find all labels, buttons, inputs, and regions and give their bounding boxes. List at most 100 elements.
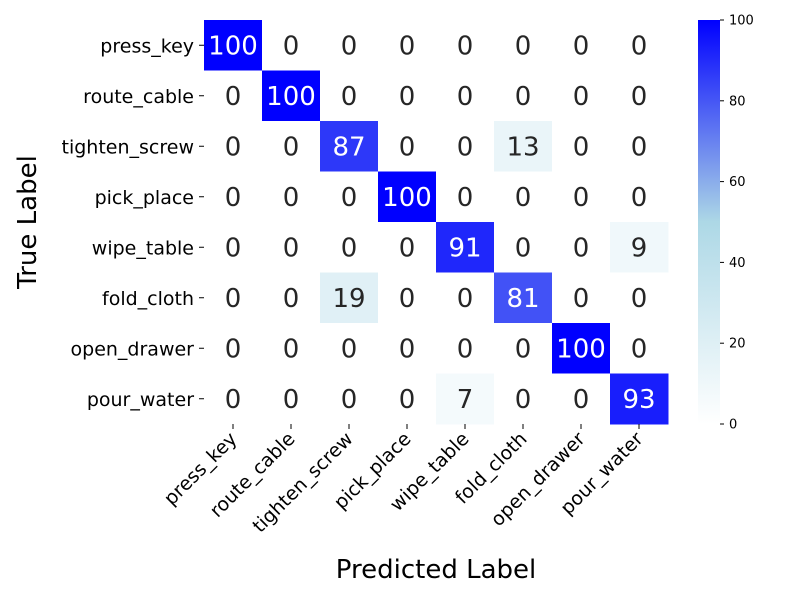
cell-value-label: 0	[225, 284, 242, 314]
cell-value-label: 0	[457, 334, 474, 364]
cell-value-label: 0	[631, 132, 648, 162]
cell-value-label: 0	[283, 385, 300, 415]
cell-value-label: 0	[341, 82, 358, 112]
cell-value-label: 0	[341, 183, 358, 213]
heatmap-cell	[494, 121, 553, 172]
heatmap-cell	[552, 373, 611, 425]
heatmap-cell	[552, 222, 611, 273]
y-tick-label: pick_place	[95, 187, 194, 209]
cell-value-label: 0	[399, 31, 416, 61]
cell-value-label: 0	[283, 233, 300, 263]
heatmap-cell	[436, 373, 495, 425]
heatmap-cell	[610, 323, 669, 374]
heatmap-cell	[552, 323, 611, 374]
heatmap-cell	[262, 171, 321, 223]
colorbar-tick-label: 0	[729, 418, 737, 433]
cell-value-label: 0	[225, 233, 242, 263]
heatmap-cell	[436, 70, 495, 122]
cell-value-label: 0	[573, 31, 590, 61]
cell-value-label: 0	[457, 132, 474, 162]
heatmap-cell	[494, 171, 553, 223]
cell-value-label: 0	[515, 334, 532, 364]
heatmap-cell	[552, 272, 611, 324]
cell-value-label: 0	[631, 284, 648, 314]
colorbar-tick-label: 20	[729, 337, 746, 352]
heatmap-cell	[552, 20, 611, 71]
cell-value-label: 0	[573, 183, 590, 213]
cell-value-label: 0	[457, 284, 474, 314]
cell-value-label: 0	[573, 284, 590, 314]
colorbar-tick-label: 100	[729, 14, 754, 29]
heatmap-cell	[320, 121, 379, 172]
cell-value-label: 0	[399, 82, 416, 112]
heatmap-cell	[610, 70, 669, 122]
cell-value-label: 0	[283, 284, 300, 314]
cell-value-label: 0	[515, 385, 532, 415]
heatmap-cell	[378, 373, 437, 425]
heatmap-cell	[494, 20, 553, 71]
colorbar-tick-label: 80	[729, 94, 746, 109]
heatmap-cell	[204, 20, 263, 71]
heatmap-cell	[610, 373, 669, 425]
cell-value-label: 0	[341, 334, 358, 364]
cell-value-label: 0	[399, 284, 416, 314]
heatmap-cell	[494, 70, 553, 122]
heatmap-cell	[262, 272, 321, 324]
heatmap-cell	[320, 171, 379, 223]
heatmap-cell	[204, 373, 263, 425]
cell-value-label: 0	[573, 385, 590, 415]
colorbar-tick-label: 40	[729, 256, 746, 271]
cell-value-label: 13	[506, 132, 539, 162]
heatmap-cell	[436, 121, 495, 172]
cell-value-label: 0	[225, 334, 242, 364]
cell-value-label: 91	[448, 233, 481, 263]
cell-value-label: 100	[266, 82, 316, 112]
heatmap-cell	[320, 222, 379, 273]
cell-value-label: 0	[515, 183, 532, 213]
cell-value-label: 0	[515, 31, 532, 61]
cell-value-label: 0	[341, 31, 358, 61]
cell-value-label: 0	[399, 132, 416, 162]
cell-value-label: 0	[573, 82, 590, 112]
heatmap-cell	[262, 121, 321, 172]
heatmap-cell	[436, 20, 495, 71]
cell-value-labels: 100 0 0 0 0 0 0 0 0 100 0 0 0 0 0 0 0 0 87 0 0 13 0 0 0 0 0 100 0 0 0 0…	[208, 31, 655, 415]
y-axis-label: True Label	[13, 155, 43, 290]
heatmap-cell	[262, 20, 321, 71]
cell-value-label: 0	[457, 82, 474, 112]
cell-value-label: 0	[341, 233, 358, 263]
colorbar-ticks: 0 20 40 60 80 100	[720, 14, 754, 433]
heatmap-cell	[436, 272, 495, 324]
heatmap-cell	[436, 323, 495, 374]
cell-value-label: 9	[631, 233, 648, 263]
heatmap-cell	[552, 70, 611, 122]
cell-value-label: 0	[283, 132, 300, 162]
cell-value-label: 100	[382, 183, 432, 213]
y-tick-label: press_key	[100, 35, 194, 57]
heatmap-cell	[610, 171, 669, 223]
cell-value-label: 0	[515, 233, 532, 263]
cell-value-label: 0	[225, 132, 242, 162]
heatmap-cell	[262, 373, 321, 425]
heatmap-cell	[320, 20, 379, 71]
heatmap-cell	[494, 222, 553, 273]
cell-value-label: 0	[457, 183, 474, 213]
cell-value-label: 0	[631, 31, 648, 61]
cell-value-label: 100	[208, 31, 258, 61]
heatmap-cell	[436, 222, 495, 273]
heatmap-cell	[552, 121, 611, 172]
cell-value-label: 0	[283, 31, 300, 61]
cell-value-label: 100	[556, 334, 606, 364]
heatmap-cell	[378, 323, 437, 374]
cell-value-label: 19	[332, 284, 365, 314]
y-tick-label: pour_water	[87, 389, 194, 411]
cell-value-label: 0	[225, 183, 242, 213]
heatmap-cell	[320, 272, 379, 324]
cell-value-label: 93	[622, 385, 655, 415]
y-axis-ticks: press_key route_cable tighten_screw pick_pl…	[62, 35, 204, 411]
cell-value-label: 0	[283, 183, 300, 213]
heatmap-cell	[378, 70, 437, 122]
heatmap-cell	[320, 323, 379, 374]
